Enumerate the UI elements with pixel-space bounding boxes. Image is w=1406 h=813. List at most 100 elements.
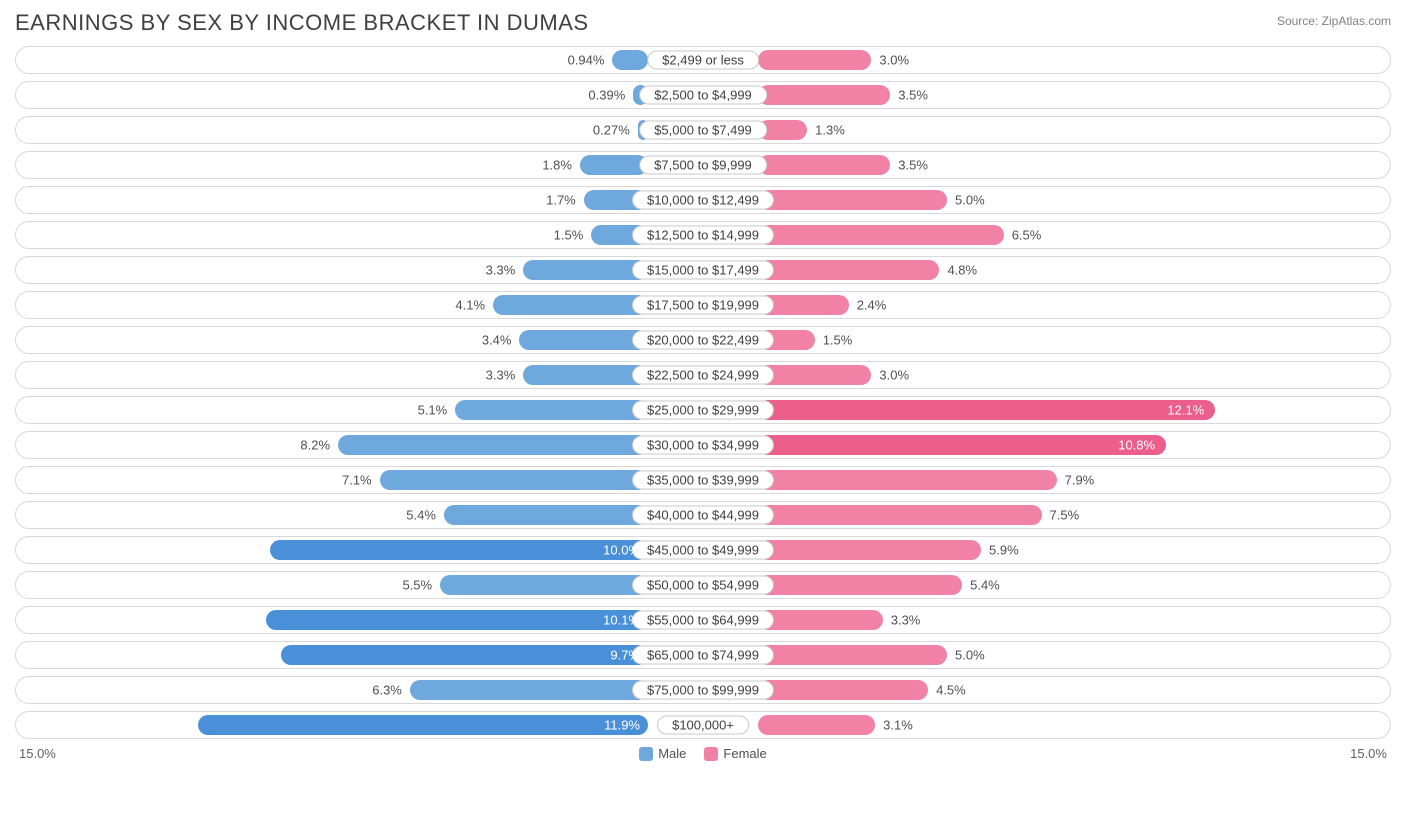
bracket-label: $10,000 to $12,499: [632, 191, 774, 210]
male-bar: [410, 680, 648, 700]
chart-row: $30,000 to $34,9998.2%10.8%: [15, 431, 1391, 459]
chart-row: $75,000 to $99,9996.3%4.5%: [15, 676, 1391, 704]
female-bar: [758, 155, 890, 175]
chart-row: $10,000 to $12,4991.7%5.0%: [15, 186, 1391, 214]
bracket-label: $30,000 to $34,999: [632, 436, 774, 455]
male-value-label: 5.4%: [406, 508, 436, 523]
bracket-label: $25,000 to $29,999: [632, 401, 774, 420]
male-value-label: 3.4%: [482, 333, 512, 348]
male-value-label: 3.3%: [486, 368, 516, 383]
female-value-label: 1.3%: [815, 123, 845, 138]
female-value-label: 3.1%: [883, 718, 913, 733]
male-value-label: 1.8%: [542, 158, 572, 173]
chart-header: EARNINGS BY SEX BY INCOME BRACKET IN DUM…: [15, 10, 1391, 36]
bracket-label: $2,499 or less: [647, 51, 759, 70]
female-value-label: 12.1%: [1167, 403, 1204, 418]
male-bar: [270, 540, 648, 560]
male-bar: [523, 260, 648, 280]
male-value-label: 0.94%: [568, 53, 605, 68]
female-bar: [758, 225, 1004, 245]
female-value-label: 5.4%: [970, 578, 1000, 593]
male-value-label: 3.3%: [486, 263, 516, 278]
male-value-label: 9.7%: [610, 648, 640, 663]
male-value-label: 7.1%: [342, 473, 372, 488]
female-value-label: 2.4%: [857, 298, 887, 313]
legend-male: Male: [639, 746, 686, 761]
chart-row: $55,000 to $64,99910.1% 3.3%: [15, 606, 1391, 634]
chart-row: $25,000 to $29,999 5.1% 12.1%: [15, 396, 1391, 424]
male-value-label: 8.2%: [300, 438, 330, 453]
male-value-label: 5.1%: [418, 403, 448, 418]
bracket-label: $75,000 to $99,999: [632, 681, 774, 700]
legend-male-label: Male: [658, 746, 686, 761]
chart-source: Source: ZipAtlas.com: [1277, 10, 1391, 28]
female-value-label: 5.9%: [989, 543, 1019, 558]
chart-row: $7,500 to $9,9991.8%3.5%: [15, 151, 1391, 179]
legend-female-label: Female: [723, 746, 766, 761]
male-bar: [612, 50, 648, 70]
male-value-label: 0.27%: [593, 123, 630, 138]
female-value-label: 7.5%: [1050, 508, 1080, 523]
female-value-label: 3.0%: [879, 53, 909, 68]
male-bar: [440, 575, 648, 595]
female-bar: [758, 50, 871, 70]
male-bar: [198, 715, 648, 735]
chart-row: $20,000 to $22,499 3.4% 1.5%: [15, 326, 1391, 354]
chart-row: $35,000 to $39,9997.1%7.9%: [15, 466, 1391, 494]
female-bar: [758, 190, 947, 210]
chart-row: $22,500 to $24,9993.3%3.0%: [15, 361, 1391, 389]
female-bar: [758, 365, 871, 385]
female-value-label: 3.0%: [879, 368, 909, 383]
male-value-label: 1.7%: [546, 193, 576, 208]
male-bar: [338, 435, 648, 455]
bracket-label: $50,000 to $54,999: [632, 576, 774, 595]
bracket-label: $20,000 to $22,499: [632, 331, 774, 350]
chart-title: EARNINGS BY SEX BY INCOME BRACKET IN DUM…: [15, 10, 589, 36]
male-value-label: 10.0%: [603, 543, 640, 558]
legend-swatch-female: [704, 747, 718, 761]
chart-row: $45,000 to $49,99910.0%5.9%: [15, 536, 1391, 564]
female-bar: [758, 715, 875, 735]
legend-swatch-male: [639, 747, 653, 761]
bracket-label: $5,000 to $7,499: [639, 121, 767, 140]
female-bar: [758, 400, 1215, 420]
male-value-label: 10.1%: [603, 613, 640, 628]
chart-row: $40,000 to $44,9995.4%7.5%: [15, 501, 1391, 529]
bracket-label: $12,500 to $14,999: [632, 226, 774, 245]
male-value-label: 0.39%: [588, 88, 625, 103]
male-value-label: 1.5%: [554, 228, 584, 243]
female-bar: [758, 260, 939, 280]
bracket-label: $2,500 to $4,999: [639, 86, 767, 105]
male-value-label: 4.1%: [455, 298, 485, 313]
diverging-bar-chart: $2,499 or less 0.94% 3.0% $2,500 to $4,999 0…: [15, 46, 1391, 739]
male-value-label: 5.5%: [402, 578, 432, 593]
male-value-label: 11.9%: [604, 718, 640, 733]
female-bar: [758, 680, 928, 700]
chart-row: $12,500 to $14,999 1.5% 6.5%: [15, 221, 1391, 249]
female-bar: [758, 540, 981, 560]
female-bar: [758, 470, 1057, 490]
female-value-label: 1.5%: [823, 333, 853, 348]
legend: Male Female: [639, 746, 767, 761]
female-bar: [758, 85, 890, 105]
bracket-label: $55,000 to $64,999: [632, 611, 774, 630]
female-value-label: 3.3%: [891, 613, 921, 628]
female-value-label: 5.0%: [955, 648, 985, 663]
female-value-label: 6.5%: [1012, 228, 1042, 243]
chart-footer: 15.0% Male Female 15.0%: [15, 746, 1391, 761]
male-bar: [519, 330, 648, 350]
chart-row: $5,000 to $7,499 0.27% 1.3%: [15, 116, 1391, 144]
female-value-label: 4.5%: [936, 683, 966, 698]
female-value-label: 4.8%: [947, 263, 977, 278]
chart-row: $15,000 to $17,4993.3%4.8%: [15, 256, 1391, 284]
male-bar: [523, 365, 648, 385]
male-bar: [444, 505, 648, 525]
male-bar: [380, 470, 648, 490]
chart-row: $17,500 to $19,9994.1%2.4%: [15, 291, 1391, 319]
chart-row: $2,499 or less 0.94% 3.0%: [15, 46, 1391, 74]
female-value-label: 7.9%: [1065, 473, 1095, 488]
female-bar: [758, 645, 947, 665]
female-bar: [758, 505, 1042, 525]
chart-row: $65,000 to $74,9999.7%5.0%: [15, 641, 1391, 669]
male-bar: [580, 155, 648, 175]
